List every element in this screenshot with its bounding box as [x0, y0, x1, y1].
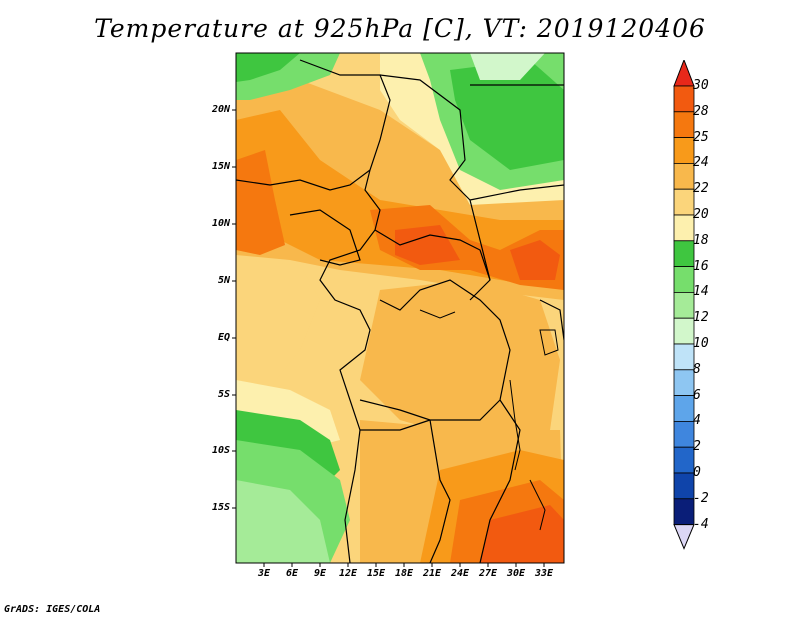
colorbar-swatch — [673, 266, 695, 293]
field-25-central — [370, 205, 564, 290]
lon-label: 30E — [506, 568, 526, 579]
colorbar-swatch — [673, 214, 695, 242]
field-14-northeast — [450, 60, 564, 170]
lon-label: 9E — [313, 568, 327, 579]
colorbar-label: 4 — [693, 413, 701, 429]
credit-text: GrADS: IGES/COLA — [4, 604, 101, 615]
colorbar-swatch — [673, 137, 695, 164]
colorbar-label: 22 — [693, 181, 709, 197]
map-frame — [235, 52, 565, 564]
field-12-northeast — [470, 53, 545, 80]
lakes — [419, 309, 559, 531]
field-14-northwest — [236, 53, 300, 82]
lon-label: 12E — [338, 568, 358, 579]
colorbar-label: 28 — [693, 103, 709, 119]
colorbar-swatch — [673, 369, 695, 396]
field-28-east — [510, 240, 560, 280]
colorbar — [673, 60, 695, 550]
lat-label: EQ — [217, 332, 230, 343]
lat-label: 5N — [217, 275, 230, 286]
lon-label: 18E — [394, 568, 414, 579]
colorbar-swatch — [673, 420, 695, 448]
colorbar-label: 30 — [693, 78, 709, 93]
field-12-ocean — [236, 480, 330, 563]
colorbar-top-triangle — [673, 60, 695, 87]
lat-label: 15S — [211, 502, 230, 513]
colorbar-label: 6 — [693, 387, 701, 403]
field-20-west — [236, 260, 320, 405]
colorbar-swatch — [673, 188, 695, 216]
colorbar-label: 25 — [693, 129, 709, 145]
lon-label: 27E — [478, 568, 498, 579]
colorbar-swatch — [673, 317, 695, 345]
lon-label: 3E — [257, 568, 271, 579]
field-25-west — [236, 150, 285, 255]
colorbar-label: 10 — [693, 336, 709, 351]
lon-label: 21E — [422, 568, 442, 579]
colorbar-label: 18 — [693, 232, 709, 248]
colorbar-swatch — [673, 498, 695, 525]
colorbar-label: 12 — [693, 310, 709, 326]
country-borders — [236, 59, 564, 563]
colorbar-swatch — [673, 240, 695, 268]
colorbar-label: 2 — [693, 439, 701, 455]
colorbar-swatch — [673, 111, 695, 138]
lon-label: 24E — [450, 568, 470, 579]
colorbar-label: 24 — [693, 155, 709, 171]
colorbar-swatch — [673, 395, 695, 422]
colorbar-bottom-triangle — [673, 524, 695, 550]
lat-label: 15N — [211, 161, 230, 172]
lon-label: 15E — [366, 568, 386, 579]
map-title: Temperature at 925hPa [C], VT: 201912040… — [94, 14, 706, 43]
colorbar-swatch — [673, 291, 695, 319]
lat-label: 5S — [217, 389, 230, 400]
colorbar-swatch — [673, 85, 695, 113]
colorbar-label: 16 — [693, 258, 709, 274]
field-22-central — [360, 280, 560, 440]
colorbar-swatch — [673, 446, 695, 474]
lon-label: 6E — [285, 568, 299, 579]
colorbar-swatch — [673, 163, 695, 190]
lat-label: 10S — [211, 445, 230, 456]
colorbar-label: 14 — [693, 284, 709, 300]
colorbar-label: -2 — [693, 490, 709, 506]
colorbar-swatch — [673, 343, 695, 371]
field-28-central — [395, 225, 460, 265]
colorbar-label: 20 — [693, 207, 709, 222]
lon-label: 33E — [534, 568, 554, 579]
lat-label: 10N — [211, 218, 230, 229]
colorbar-label: 0 — [693, 465, 701, 480]
lat-label: 20N — [211, 104, 230, 115]
colorbar-swatch — [673, 472, 695, 500]
colorbar-label: 8 — [693, 361, 701, 377]
colorbar-label: -4 — [693, 516, 709, 532]
